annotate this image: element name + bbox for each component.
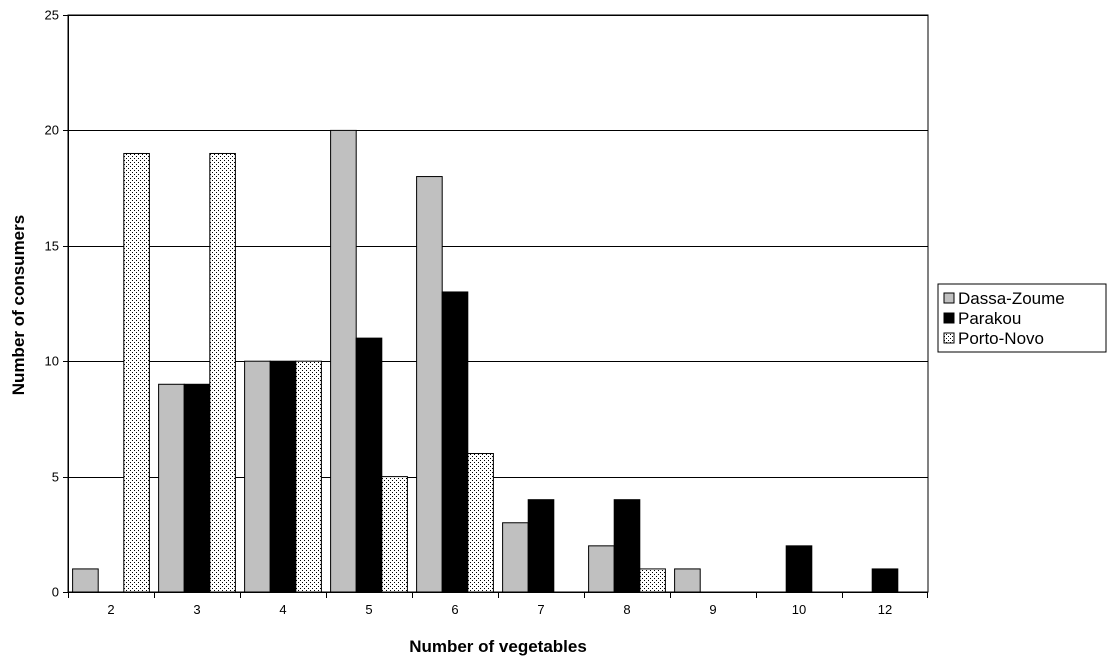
bar-parakou bbox=[527, 499, 555, 593]
y-tick-label: 20 bbox=[45, 123, 59, 138]
bar-dassa-zoume bbox=[502, 522, 529, 593]
y-tick-label: 15 bbox=[45, 239, 59, 254]
bar-porto-novo bbox=[381, 476, 408, 593]
axes bbox=[63, 15, 928, 598]
x-tick-label: 3 bbox=[193, 602, 200, 617]
y-tick-label: 25 bbox=[45, 8, 59, 23]
bar-parakou bbox=[355, 337, 383, 593]
legend-swatch bbox=[943, 332, 955, 344]
bar-dassa-zoume bbox=[330, 129, 357, 593]
x-tick-labels: 2 3 4 5 6 7 8 9 10 12 bbox=[107, 602, 892, 617]
legend-swatch bbox=[943, 312, 955, 324]
legend-box bbox=[937, 283, 1107, 353]
legend-label: Dassa-Zoume bbox=[958, 289, 1065, 308]
bar-porto-novo bbox=[209, 152, 236, 593]
bar-porto-novo bbox=[295, 360, 322, 593]
bar-dassa-zoume bbox=[158, 383, 185, 593]
bar-parakou bbox=[269, 360, 297, 593]
bar-parakou bbox=[785, 545, 813, 593]
bar-dassa-zoume bbox=[588, 545, 615, 593]
bar-parakou bbox=[183, 383, 211, 593]
x-tick-label: 5 bbox=[365, 602, 372, 617]
bar-parakou bbox=[871, 568, 899, 593]
x-tick-label: 2 bbox=[107, 602, 114, 617]
y-tick-label: 10 bbox=[45, 354, 59, 369]
legend-label: Porto-Novo bbox=[958, 329, 1044, 348]
bar-porto-novo bbox=[467, 453, 494, 593]
bar-dassa-zoume bbox=[416, 176, 443, 593]
bar-porto-novo bbox=[123, 152, 150, 593]
y-tick-label: 5 bbox=[52, 470, 59, 485]
bar-dassa-zoume bbox=[244, 360, 271, 593]
legend-label: Parakou bbox=[958, 309, 1021, 328]
x-axis-title: Number of vegetables bbox=[409, 637, 587, 656]
legend-swatch bbox=[943, 292, 955, 304]
bar-porto-novo bbox=[639, 568, 666, 593]
bar-parakou bbox=[613, 499, 641, 593]
bars bbox=[72, 129, 899, 593]
x-tick-label: 6 bbox=[451, 602, 458, 617]
x-tick-label: 9 bbox=[709, 602, 716, 617]
x-tick-label: 8 bbox=[623, 602, 630, 617]
y-axis-title: Number of consumers bbox=[9, 215, 28, 395]
x-tick-label: 4 bbox=[279, 602, 286, 617]
y-tick-labels: 0 5 10 15 20 25 bbox=[45, 8, 59, 600]
y-tick-label: 0 bbox=[52, 585, 59, 600]
bar-dassa-zoume bbox=[72, 568, 99, 593]
x-tick-label: 10 bbox=[792, 602, 806, 617]
x-tick-label: 12 bbox=[878, 602, 892, 617]
x-tick-label: 7 bbox=[537, 602, 544, 617]
bar-dassa-zoume bbox=[674, 568, 701, 593]
bar-parakou bbox=[441, 291, 469, 593]
